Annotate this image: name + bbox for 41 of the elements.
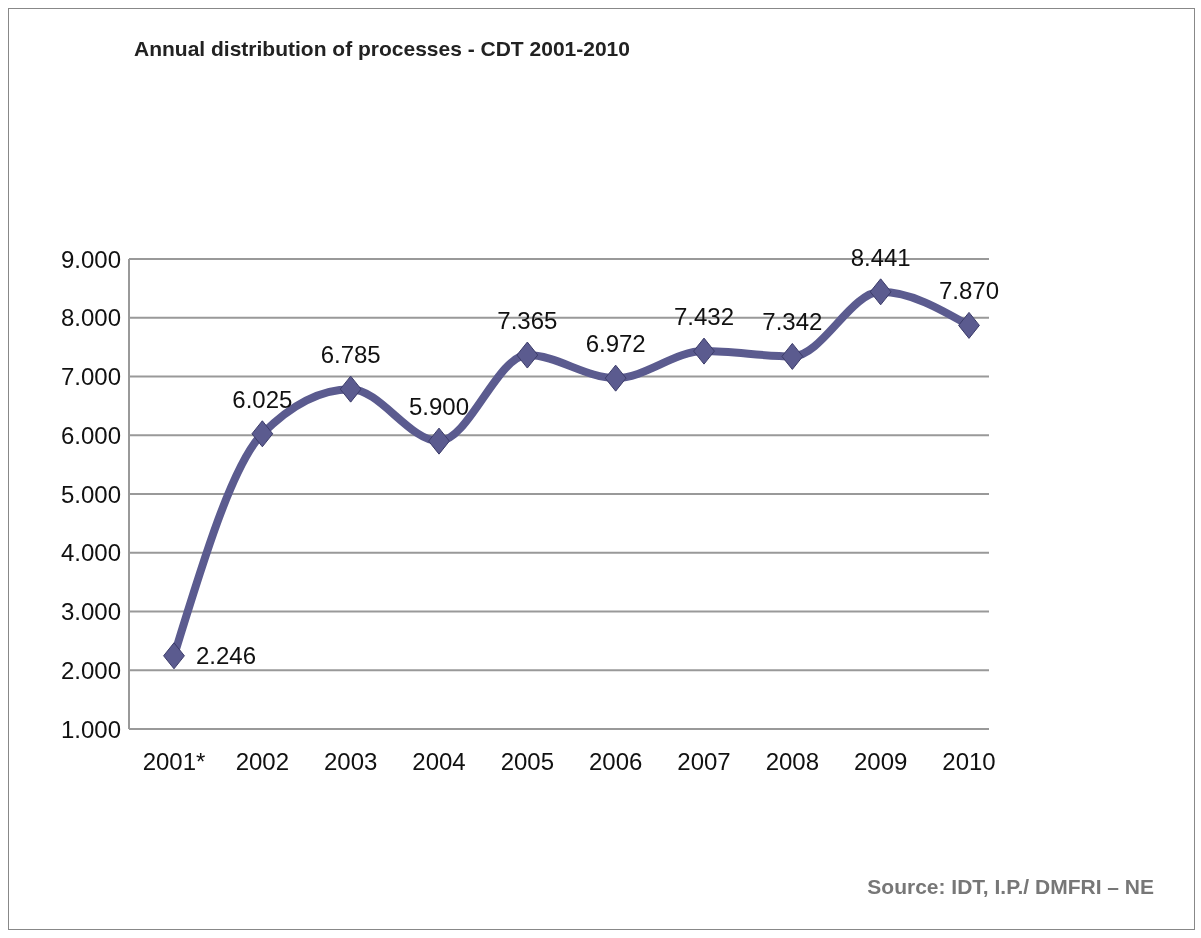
data-label: 7.432	[673, 303, 735, 331]
y-tick-label: 7.000	[60, 363, 121, 391]
y-tick-label: 6.000	[60, 421, 121, 449]
y-tick-label: 8.000	[60, 304, 121, 332]
data-label: 5.900	[408, 393, 470, 421]
y-tick-label: 5.000	[60, 480, 121, 508]
y-tick-label: 9.000	[60, 245, 121, 273]
x-tick-label: 2009	[853, 748, 908, 776]
x-tick-label: 2010	[942, 748, 996, 776]
y-tick-label: 2.000	[60, 656, 121, 684]
x-tick-label: 2008	[765, 748, 820, 776]
data-label: 7.365	[497, 307, 558, 335]
data-label: 7.870	[938, 277, 1000, 305]
x-tick-label: 2002	[235, 748, 290, 776]
data-label: 7.342	[762, 308, 823, 336]
x-tick-label: 2003	[323, 748, 378, 776]
point	[958, 311, 980, 339]
x-tick-label: 2007	[677, 748, 731, 776]
data-label: 6.972	[585, 330, 646, 358]
point	[693, 337, 715, 365]
x-tick-label: 2006	[588, 748, 643, 776]
x-tick-label: 2001*	[142, 748, 206, 776]
point	[781, 342, 804, 370]
y-tick-label: 4.000	[60, 539, 121, 567]
chart-title: Annual distribution of processes - CDT 2001-2010	[134, 37, 630, 61]
point	[604, 364, 627, 392]
source-note: Source: IDT, I.P./ DMFRI – NE	[867, 875, 1154, 899]
data-label: 8.441	[850, 243, 911, 271]
data-label: 2.246	[196, 641, 257, 669]
data-label: 6.025	[232, 385, 293, 413]
point	[428, 427, 450, 455]
x-tick-label: 2004	[412, 748, 466, 776]
point	[251, 420, 274, 448]
x-tick-label: 2005	[500, 748, 555, 776]
y-tick-label: 3.000	[60, 598, 121, 626]
point	[339, 375, 362, 403]
data-label: 6.785	[320, 341, 381, 369]
point	[516, 341, 539, 369]
point	[869, 278, 892, 306]
y-tick-label: 1.000	[60, 715, 121, 743]
point	[163, 642, 185, 670]
